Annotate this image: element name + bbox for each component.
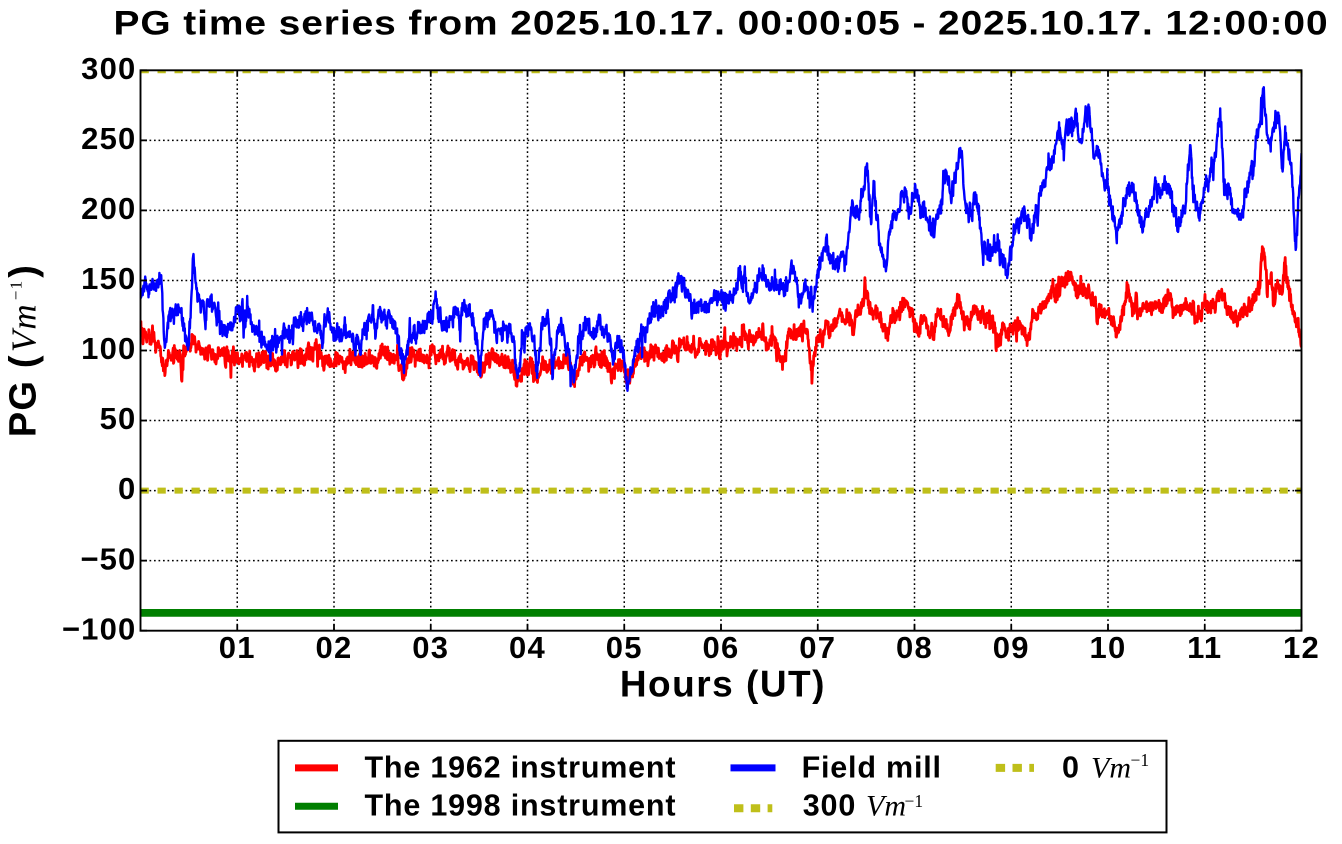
svg-text:05: 05 — [606, 630, 643, 665]
svg-text:−100: −100 — [62, 611, 137, 646]
svg-text:−1: −1 — [905, 791, 924, 811]
svg-text:PG time series from 2025.10.17: PG time series from 2025.10.17. 00:00:05… — [113, 4, 1328, 42]
svg-text:50: 50 — [100, 401, 137, 436]
svg-text:07: 07 — [799, 630, 836, 665]
svg-text:200: 200 — [81, 191, 136, 226]
svg-text:01: 01 — [219, 630, 256, 665]
svg-text:300: 300 — [803, 789, 856, 823]
svg-text:250: 250 — [81, 121, 136, 156]
svg-text:Vm: Vm — [866, 790, 906, 823]
svg-text:Hours (UT): Hours (UT) — [620, 663, 826, 704]
svg-text:12: 12 — [1283, 630, 1320, 665]
svg-text:Field mill: Field mill — [802, 750, 942, 784]
svg-text:0: 0 — [118, 471, 136, 506]
svg-text:−50: −50 — [80, 541, 136, 576]
svg-text:The 1962 instrument: The 1962 instrument — [365, 750, 677, 784]
svg-text:04: 04 — [509, 630, 546, 665]
svg-text:10: 10 — [1090, 630, 1127, 665]
svg-text:09: 09 — [993, 630, 1030, 665]
svg-text:0: 0 — [1062, 750, 1080, 784]
svg-text:150: 150 — [81, 261, 136, 296]
svg-text:11: 11 — [1187, 630, 1222, 665]
svg-text:PG (Vm−1): PG (Vm−1) — [3, 264, 45, 437]
svg-text:Vm: Vm — [1091, 751, 1131, 784]
svg-text:−1: −1 — [1131, 750, 1150, 770]
svg-text:300: 300 — [81, 51, 136, 86]
svg-text:03: 03 — [412, 630, 449, 665]
svg-text:06: 06 — [703, 630, 740, 665]
svg-text:08: 08 — [896, 630, 933, 665]
svg-text:02: 02 — [316, 630, 353, 665]
svg-text:The 1998 instrument: The 1998 instrument — [365, 789, 677, 823]
svg-text:100: 100 — [81, 331, 136, 366]
